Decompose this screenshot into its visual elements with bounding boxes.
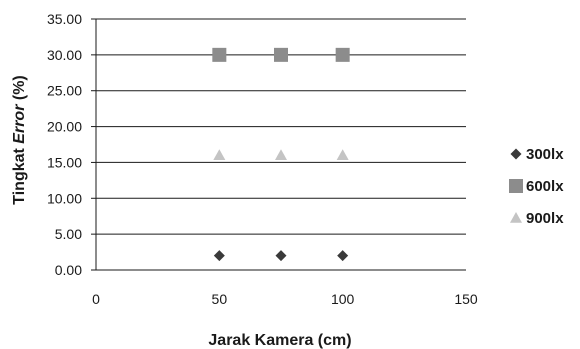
y-axis-title-prefix: Tingkat — [11, 144, 28, 205]
legend-label-900lx: 900lx — [526, 210, 564, 227]
legend-marker-300lx — [510, 148, 522, 160]
data-point-900lx — [336, 149, 349, 161]
x-axis-ticks: 0 50 100 150 — [92, 291, 478, 307]
data-point-600lx — [335, 47, 350, 62]
data-points — [212, 47, 350, 262]
legend-marker-900lx — [510, 212, 522, 223]
y-tick-label: 20.00 — [47, 119, 82, 135]
data-point-600lx — [274, 47, 288, 62]
legend: 300lx 600lx 900lx — [509, 146, 564, 227]
y-axis-title-suffix: (%) — [11, 75, 28, 104]
y-tick-label: 35.00 — [47, 11, 82, 27]
y-axis-title-emphasis: Error — [11, 104, 28, 144]
y-axis-ticks: 0.00 5.00 10.00 15.00 20.00 25.00 30.00 35.00 — [47, 11, 82, 278]
y-tick-label: 10.00 — [47, 190, 82, 206]
y-tick-label: 0.00 — [55, 262, 82, 278]
x-tick-label: 50 — [212, 291, 228, 307]
y-tick-label: 15.00 — [47, 154, 82, 170]
y-tick-label: 5.00 — [55, 226, 82, 242]
data-point-300lx — [337, 250, 349, 262]
legend-label-300lx: 300lx — [526, 146, 564, 163]
x-tick-label: 0 — [92, 291, 100, 307]
data-point-600lx — [212, 47, 227, 62]
data-point-900lx — [275, 149, 287, 161]
legend-marker-600lx — [509, 179, 523, 193]
y-tick-label: 25.00 — [47, 83, 82, 99]
x-tick-label: 100 — [331, 291, 355, 307]
y-axis-title: Tingkat Error (%) — [11, 75, 28, 205]
axes — [91, 18, 466, 271]
y-tick-label: 30.00 — [47, 47, 82, 63]
x-tick-label: 150 — [454, 291, 478, 307]
data-point-300lx — [213, 250, 225, 262]
x-axis-title: Jarak Kamera (cm) — [208, 332, 351, 349]
data-point-300lx — [275, 250, 287, 262]
legend-label-600lx: 600lx — [526, 178, 564, 195]
data-point-900lx — [213, 149, 226, 161]
